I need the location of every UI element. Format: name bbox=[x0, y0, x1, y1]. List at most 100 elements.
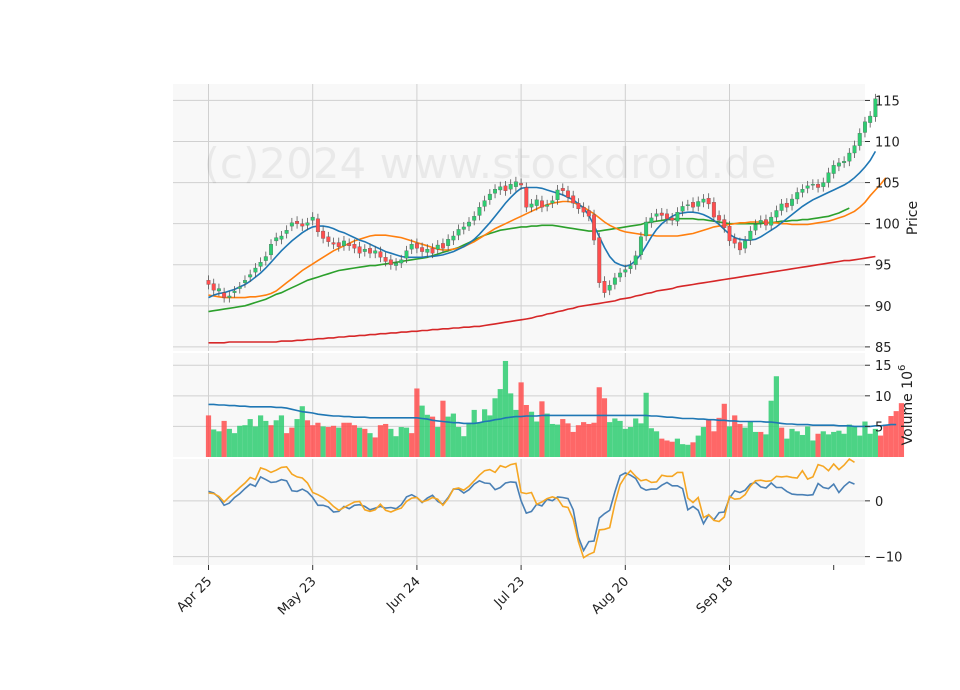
oscillator-panel bbox=[173, 459, 865, 565]
volume-bar bbox=[799, 434, 806, 457]
volume-bar bbox=[330, 425, 337, 457]
volume-bar bbox=[789, 428, 795, 457]
volume-bar bbox=[242, 425, 248, 457]
candle-body bbox=[680, 206, 685, 212]
volume-bar bbox=[284, 433, 290, 457]
volume-bar bbox=[565, 423, 571, 457]
oscillator-line-1 bbox=[208, 472, 855, 553]
volume-bar bbox=[205, 415, 212, 457]
volume-bar bbox=[388, 428, 394, 457]
candle-body bbox=[243, 280, 247, 283]
volume-y-tick-label: 10 bbox=[875, 390, 892, 405]
volume-bar bbox=[851, 427, 858, 457]
volume-bar bbox=[476, 422, 483, 457]
volume-bar bbox=[424, 414, 430, 457]
volume-bar bbox=[612, 418, 618, 457]
volume-bar bbox=[857, 435, 863, 457]
volume-bar bbox=[356, 427, 363, 457]
candle-body bbox=[711, 202, 716, 218]
volume-bar bbox=[450, 413, 456, 457]
candle-body bbox=[675, 212, 680, 222]
candle-body bbox=[831, 165, 836, 174]
volume-bar bbox=[419, 405, 425, 457]
volume-bar bbox=[659, 438, 665, 457]
volume-bar bbox=[346, 422, 352, 457]
candle-body bbox=[326, 236, 331, 242]
volume-bar bbox=[596, 387, 602, 457]
candle-body bbox=[550, 200, 555, 204]
volume-bar bbox=[747, 421, 753, 457]
volume-bar bbox=[617, 420, 623, 457]
volume-axis-exponent: 6 bbox=[897, 365, 908, 371]
volume-bar bbox=[258, 415, 264, 457]
volume-bar bbox=[742, 427, 748, 457]
candle-body bbox=[300, 223, 305, 227]
volume-bar bbox=[680, 444, 686, 457]
volume-bar bbox=[247, 419, 253, 457]
candle-body bbox=[670, 217, 675, 221]
candle-body bbox=[430, 248, 435, 254]
price-y-tick-label: 90 bbox=[875, 300, 892, 315]
volume-bar bbox=[831, 431, 837, 457]
sma100-line bbox=[208, 207, 850, 313]
volume-bar bbox=[549, 423, 555, 457]
volume-bar bbox=[523, 405, 529, 457]
volume-bar bbox=[607, 422, 613, 457]
candle-body bbox=[638, 236, 643, 256]
volume-bar bbox=[893, 411, 899, 457]
volume-bar bbox=[586, 423, 592, 457]
sma200-line bbox=[208, 255, 876, 344]
candle-body bbox=[425, 248, 430, 253]
volume-bar bbox=[544, 413, 550, 457]
volume-bar bbox=[409, 433, 415, 457]
candle-body bbox=[336, 242, 341, 247]
svg-text:Volume 106: Volume 106 bbox=[897, 365, 916, 446]
volume-bar bbox=[497, 389, 503, 457]
candle-body bbox=[816, 184, 821, 188]
candle-body bbox=[414, 243, 419, 249]
volume-bar bbox=[700, 427, 707, 457]
candle-body bbox=[560, 188, 565, 191]
candle-body bbox=[284, 230, 289, 234]
volume-bar bbox=[289, 427, 295, 457]
candle-body bbox=[352, 244, 357, 249]
candle-body bbox=[477, 207, 482, 216]
candle-body bbox=[826, 172, 831, 183]
volume-bar bbox=[435, 427, 441, 457]
candle-body bbox=[315, 218, 320, 233]
candle-body bbox=[805, 185, 810, 189]
candle-body bbox=[373, 250, 378, 254]
volume-bar bbox=[455, 427, 462, 457]
candle-body bbox=[665, 213, 669, 219]
candle-body bbox=[644, 221, 649, 237]
candle-body bbox=[362, 248, 367, 252]
candle-body bbox=[706, 198, 711, 205]
candle-body bbox=[821, 182, 826, 187]
volume-bar bbox=[492, 398, 498, 457]
volume-bar bbox=[815, 433, 821, 457]
volume-bar bbox=[372, 437, 378, 457]
candle-body bbox=[368, 248, 372, 254]
candle-body bbox=[592, 214, 596, 241]
candle-body bbox=[836, 162, 841, 167]
volume-bar bbox=[627, 427, 634, 457]
candle-body bbox=[769, 216, 774, 226]
candlesticks bbox=[206, 93, 878, 303]
candle-body bbox=[852, 145, 857, 154]
volume-bar bbox=[877, 435, 884, 457]
volume-bar bbox=[638, 423, 644, 457]
candle-body bbox=[701, 198, 706, 203]
candle-body bbox=[342, 240, 346, 246]
volume-bar bbox=[570, 431, 576, 457]
candle-body bbox=[607, 285, 612, 291]
candle-body bbox=[253, 267, 258, 273]
oscillator-y-tick-label: −10 bbox=[875, 551, 902, 566]
candle-body bbox=[576, 202, 581, 210]
volume-bar bbox=[872, 428, 878, 457]
volume-bar bbox=[362, 428, 368, 457]
candle-body bbox=[524, 187, 529, 208]
volume-bar bbox=[393, 436, 399, 457]
volume-axis-label-text: Volume 10 bbox=[900, 371, 916, 445]
oscillator-lines bbox=[208, 457, 855, 559]
candle-body bbox=[722, 219, 727, 228]
